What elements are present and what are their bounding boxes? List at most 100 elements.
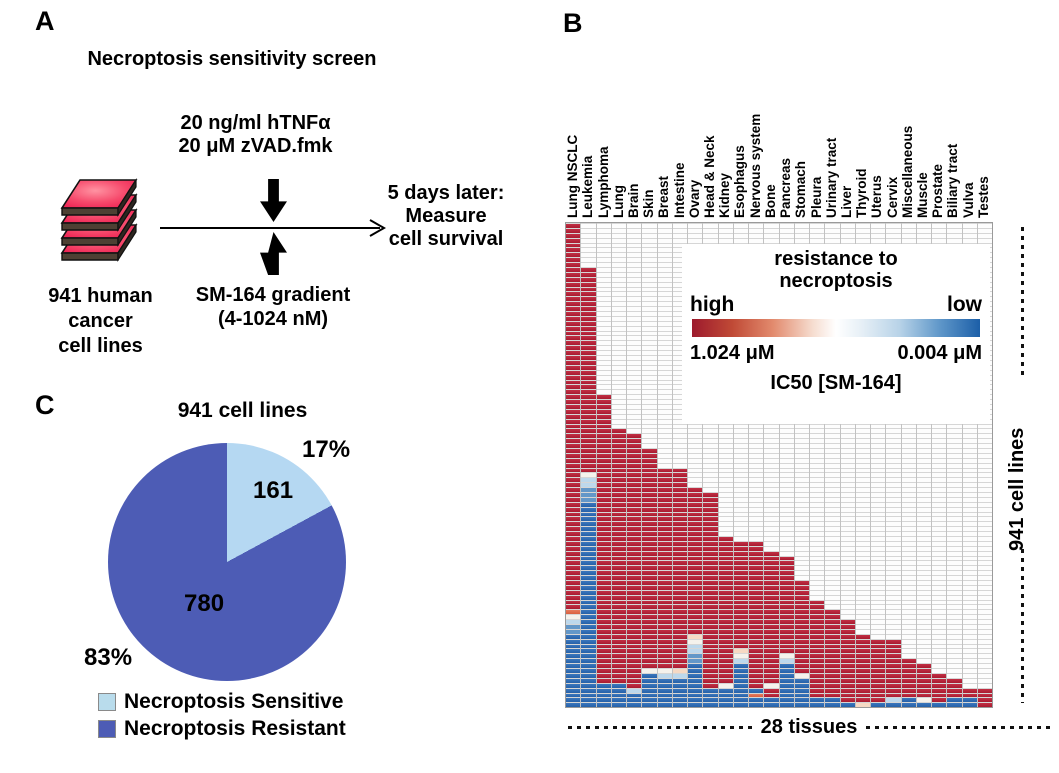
heatmap-cell: [566, 457, 581, 463]
heatmap-cell: [657, 232, 672, 238]
heatmap-cell: [718, 526, 733, 532]
heatmap-cell: [947, 540, 962, 546]
tissue-label: Leukemia: [580, 155, 596, 218]
heatmap-cell: [749, 609, 764, 615]
heatmap-cell: [932, 677, 947, 683]
heatmap-cell: [810, 653, 825, 659]
heatmap-cell: [703, 237, 718, 243]
heatmap-cell: [733, 443, 748, 448]
heatmap-cell: [733, 462, 748, 468]
heatmap-cell: [611, 443, 626, 448]
heatmap-cell: [627, 423, 642, 429]
heatmap-cell: [840, 433, 855, 439]
heatmap-cell: [596, 687, 611, 693]
heatmap-cell: [764, 545, 779, 551]
heatmap-cell: [627, 619, 642, 625]
heatmap-cell: [657, 242, 672, 248]
heatmap-cell: [581, 418, 596, 424]
heatmap-cell: [947, 482, 962, 488]
heatmap-cell: [611, 315, 626, 321]
heatmap-cell: [810, 677, 825, 683]
heatmap-cell: [688, 482, 703, 488]
heatmap-cell: [627, 477, 642, 483]
heatmap-cell: [611, 457, 626, 463]
heatmap-cell: [703, 648, 718, 654]
heatmap-cell: [794, 428, 809, 434]
heatmap-cell: [688, 457, 703, 463]
heatmap-cell: [886, 599, 901, 605]
heatmap-cell: [749, 560, 764, 566]
heatmap-cell: [672, 413, 687, 419]
heatmap-cell: [840, 491, 855, 497]
heatmap-cell: [871, 702, 886, 708]
heatmap-cell: [794, 536, 809, 541]
heatmap-cell: [596, 496, 611, 502]
heatmap-cell: [977, 477, 992, 483]
heatmap-cell: [916, 633, 931, 639]
heatmap-cell: [611, 408, 626, 414]
heatmap-cell: [688, 467, 703, 473]
heatmap-cell: [566, 350, 581, 356]
heatmap-cell: [916, 428, 931, 434]
heatmap-cell: [642, 619, 657, 625]
heatmap-cell: [749, 614, 764, 620]
heatmap-cell: [947, 653, 962, 659]
heatmap-cell: [886, 443, 901, 448]
heatmap-cell: [627, 340, 642, 346]
heatmap-cell: [916, 496, 931, 502]
heatmap-cell: [886, 682, 901, 688]
heatmap-cell: [840, 237, 855, 243]
heatmap-cell: [810, 658, 825, 664]
heatmap-cell: [794, 516, 809, 522]
heatmap-cell: [566, 531, 581, 536]
heatmap-cell: [916, 531, 931, 536]
heatmap-cell: [932, 584, 947, 590]
heatmap-cell: [916, 599, 931, 605]
heatmap-cell: [840, 668, 855, 673]
heatmap-cell: [947, 423, 962, 429]
heatmap-cell: [840, 232, 855, 238]
heatmap-cell: [932, 540, 947, 546]
heatmap-cell: [779, 658, 794, 664]
heatmap-cell: [810, 516, 825, 522]
heatmap-cell: [779, 648, 794, 654]
heatmap-cell: [596, 296, 611, 302]
heatmap-cell: [886, 648, 901, 654]
heatmap-cell: [977, 506, 992, 512]
heatmap-cell: [657, 467, 672, 473]
heatmap-cell: [794, 638, 809, 644]
heatmap-cell: [596, 536, 611, 541]
heatmap-cell: [581, 584, 596, 590]
heatmap-cell: [886, 628, 901, 634]
heatmap-cell: [840, 531, 855, 536]
heatmap-cell: [688, 677, 703, 683]
heatmap-cell: [779, 604, 794, 610]
heatmap-cell: [672, 702, 687, 708]
heatmap-cell: [810, 482, 825, 488]
heatmap-cell: [977, 677, 992, 683]
heatmap-cell: [932, 672, 947, 678]
heatmap-cell: [627, 599, 642, 605]
heatmap-cell: [642, 540, 657, 546]
heatmap-cell: [779, 423, 794, 429]
heatmap-cell: [581, 682, 596, 688]
heatmap-cell: [886, 663, 901, 669]
heatmap-cell: [901, 643, 916, 649]
heatmap-cell: [688, 594, 703, 600]
heatmap-cell: [657, 252, 672, 258]
heatmap-cell: [657, 320, 672, 326]
heatmap-cell: [611, 364, 626, 370]
heatmap-cell: [718, 697, 733, 703]
heatmap-cell: [749, 232, 764, 238]
heatmap-cell: [733, 697, 748, 703]
left-dashes: [568, 726, 752, 729]
heatmap-cell: [703, 536, 718, 541]
heatmap-cell: [642, 364, 657, 370]
heatmap-cell: [688, 628, 703, 634]
heatmap-cell: [932, 443, 947, 448]
heatmap-cell: [840, 540, 855, 546]
heatmap-cell: [657, 384, 672, 390]
heatmap-cell: [825, 643, 840, 649]
heatmap-cell: [672, 443, 687, 448]
heatmap-cell: [871, 575, 886, 581]
